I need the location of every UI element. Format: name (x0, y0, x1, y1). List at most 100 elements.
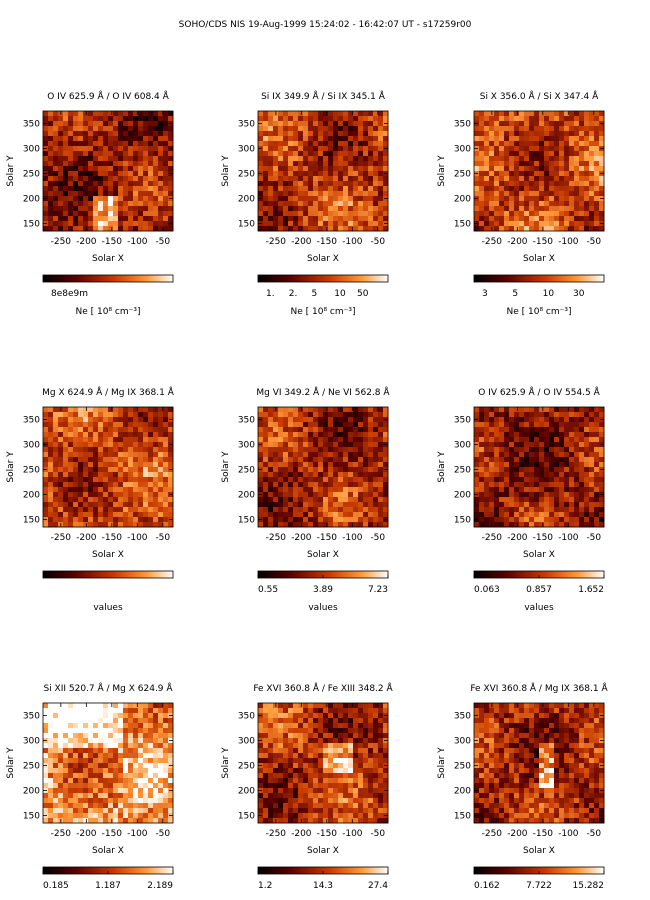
heatmap-cell (348, 512, 354, 518)
heatmap-cell (574, 502, 580, 508)
heatmap-cell (343, 497, 349, 503)
heatmap-cell (353, 161, 359, 167)
heatmap-cell (348, 206, 354, 212)
heatmap-cell (494, 186, 500, 192)
heatmap-cell (358, 171, 364, 177)
heatmap-cell (484, 161, 490, 167)
heatmap-cell (569, 457, 575, 463)
heatmap-cell (328, 462, 334, 468)
heatmap-cell (338, 703, 344, 709)
heatmap-cell (353, 477, 359, 483)
heatmap-cell (73, 407, 79, 413)
heatmap-cell (318, 201, 324, 207)
heatmap-cell (88, 126, 94, 132)
heatmap-cell (98, 226, 104, 232)
heatmap-cell (308, 753, 314, 759)
heatmap-cell (108, 211, 114, 217)
heatmap-cell (539, 467, 545, 473)
heatmap-cell (539, 196, 545, 202)
heatmap-cell (338, 121, 344, 127)
heatmap-cell (53, 221, 59, 227)
heatmap-cell (569, 141, 575, 147)
heatmap-cell (148, 407, 154, 413)
heatmap-cell (93, 121, 99, 127)
heatmap-cell (298, 703, 304, 709)
heatmap-cell (338, 758, 344, 764)
heatmap-cell (574, 407, 580, 413)
heatmap-cell (273, 477, 279, 483)
heatmap-cell (363, 116, 369, 122)
heatmap-cell (48, 447, 54, 453)
heatmap-cell (58, 803, 64, 809)
heatmap-cell (283, 161, 289, 167)
heatmap-cell (308, 221, 314, 227)
heatmap-cell (123, 407, 129, 413)
heatmap-cell (383, 487, 389, 493)
heatmap-cell (549, 201, 555, 207)
heatmap-cell (98, 723, 104, 729)
heatmap-cell (88, 191, 94, 197)
heatmap-cell (589, 412, 595, 418)
heatmap-cell (73, 803, 79, 809)
heatmap-cell (93, 201, 99, 207)
heatmap-cell (68, 201, 74, 207)
heatmap-cell (564, 477, 570, 483)
heatmap-cell (288, 482, 294, 488)
heatmap-cell (123, 201, 129, 207)
heatmap-cell (118, 507, 124, 513)
heatmap-cell (113, 723, 119, 729)
heatmap-cell (574, 211, 580, 217)
heatmap-cell (574, 417, 580, 423)
heatmap-cell (328, 196, 334, 202)
heatmap-cell (338, 427, 344, 433)
heatmap-cell (258, 748, 264, 754)
heatmap-cell (539, 507, 545, 513)
heatmap-cell (273, 216, 279, 222)
heatmap-cell (358, 156, 364, 162)
heatmap-cell (589, 502, 595, 508)
heatmap-cell (48, 783, 54, 789)
heatmap-cell (143, 733, 149, 739)
heatmap-cell (303, 417, 309, 423)
heatmap-cell (358, 487, 364, 493)
heatmap-cell (353, 176, 359, 182)
heatmap-cell (494, 206, 500, 212)
heatmap-cell (479, 487, 485, 493)
heatmap-cell (113, 116, 119, 122)
heatmap-cell (373, 462, 379, 468)
heatmap-cell (138, 116, 144, 122)
x-tick-label: -150 (102, 237, 123, 247)
heatmap-cell (584, 477, 590, 483)
heatmap-cell (514, 111, 520, 117)
heatmap-cell (383, 432, 389, 438)
heatmap-cell (43, 803, 49, 809)
heatmap-cell (489, 472, 495, 478)
heatmap-cell (163, 427, 169, 433)
y-tick-label: 350 (23, 120, 40, 130)
heatmap-cell (504, 482, 510, 488)
heatmap-cell (53, 196, 59, 202)
heatmap-cell (484, 176, 490, 182)
heatmap-cell (98, 427, 104, 433)
heatmap-cell (358, 522, 364, 528)
heatmap-cell (554, 201, 560, 207)
heatmap-cell (569, 422, 575, 428)
heatmap-cell (494, 181, 500, 187)
heatmap-cell (298, 477, 304, 483)
heatmap-cell (98, 748, 104, 754)
heatmap-cell (293, 738, 299, 744)
heatmap-cell (123, 176, 129, 182)
heatmap-cell (539, 131, 545, 137)
heatmap-cell (293, 743, 299, 749)
heatmap-cell (133, 718, 139, 724)
x-tick-label: -250 (51, 829, 72, 839)
heatmap-cell (93, 412, 99, 418)
heatmap-cell (108, 768, 114, 774)
heatmap-cell (128, 768, 134, 774)
heatmap-cell (273, 196, 279, 202)
heatmap-cell (133, 733, 139, 739)
heatmap-cell (138, 211, 144, 217)
heatmap-cell (108, 161, 114, 167)
heatmap-cell (88, 517, 94, 523)
heatmap-cell (584, 467, 590, 473)
